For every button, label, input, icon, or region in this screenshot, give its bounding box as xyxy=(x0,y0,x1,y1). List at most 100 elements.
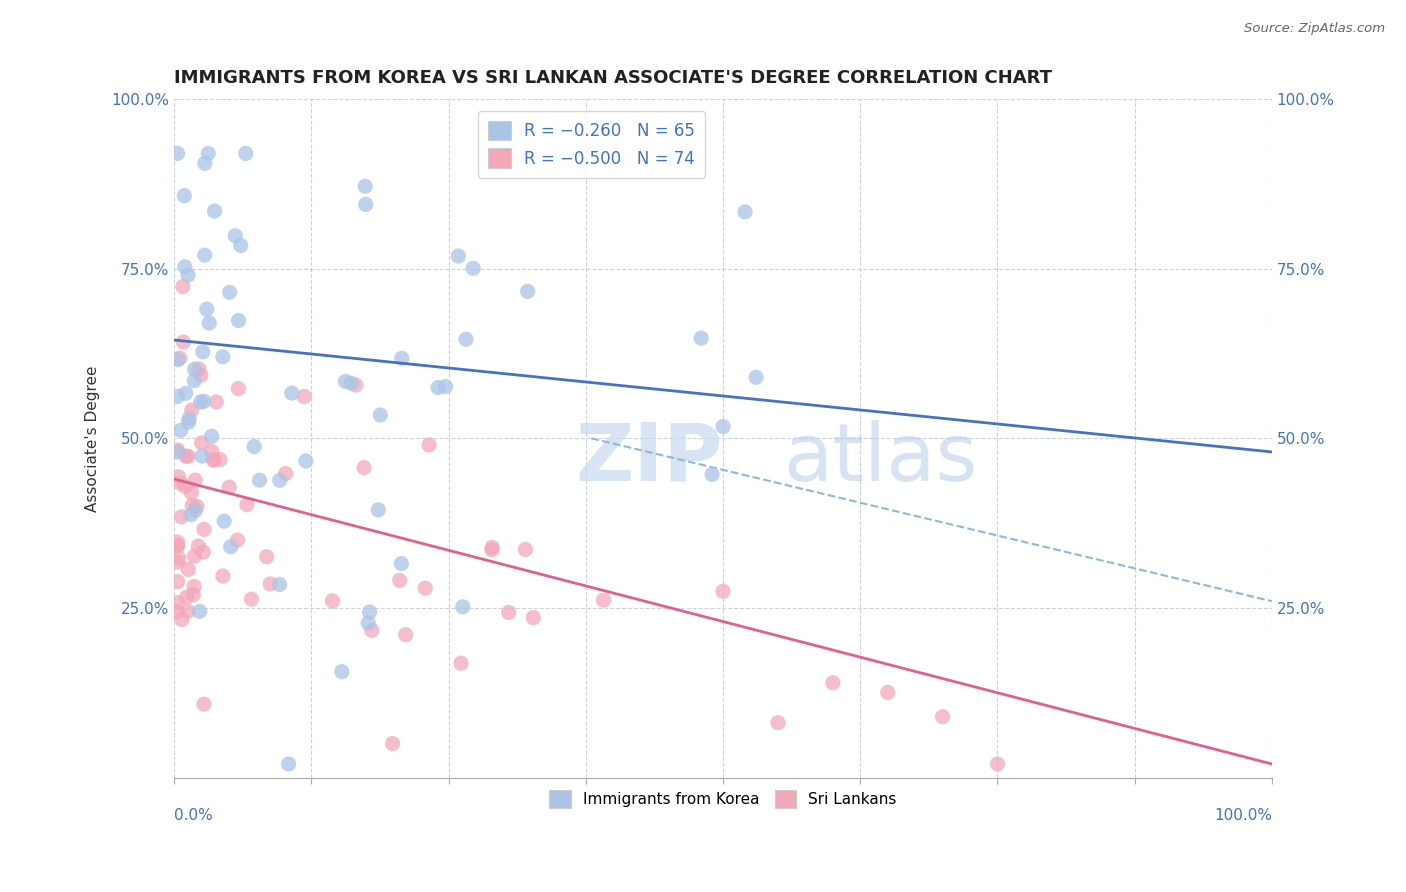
Point xyxy=(340,376,363,391)
Point xyxy=(167,551,190,566)
Point xyxy=(236,498,259,512)
Point xyxy=(166,445,188,459)
Point xyxy=(427,380,450,394)
Point xyxy=(183,374,205,388)
Point xyxy=(226,533,249,547)
Text: atlas: atlas xyxy=(783,420,977,498)
Point xyxy=(166,146,188,161)
Point xyxy=(229,238,252,252)
Point xyxy=(389,557,412,571)
Point xyxy=(450,656,472,670)
Point xyxy=(354,197,377,211)
Point xyxy=(434,379,457,393)
Point xyxy=(986,757,1008,772)
Point xyxy=(180,403,202,417)
Point xyxy=(172,334,194,349)
Point xyxy=(166,539,188,553)
Point xyxy=(700,467,723,482)
Point xyxy=(335,375,357,389)
Point xyxy=(184,503,207,517)
Point xyxy=(204,204,226,219)
Point xyxy=(181,499,204,513)
Text: 100.0%: 100.0% xyxy=(1213,808,1272,823)
Point xyxy=(240,592,263,607)
Point xyxy=(734,205,756,219)
Point xyxy=(876,685,898,699)
Point xyxy=(711,584,734,599)
Point xyxy=(413,581,436,595)
Point xyxy=(218,285,240,300)
Point xyxy=(190,435,212,450)
Point xyxy=(515,542,537,557)
Point xyxy=(187,539,209,553)
Point xyxy=(179,411,201,425)
Point xyxy=(183,580,205,594)
Point xyxy=(269,577,291,591)
Point xyxy=(354,179,377,194)
Point xyxy=(269,473,291,487)
Point xyxy=(186,500,208,514)
Point xyxy=(183,362,205,376)
Point xyxy=(170,612,193,626)
Point xyxy=(172,279,194,293)
Text: ZIP: ZIP xyxy=(575,420,723,498)
Y-axis label: Associate's Degree: Associate's Degree xyxy=(86,365,100,512)
Point xyxy=(330,665,353,679)
Point xyxy=(359,605,381,619)
Point xyxy=(205,395,228,409)
Point xyxy=(177,268,200,282)
Point xyxy=(224,228,246,243)
Point xyxy=(174,386,197,401)
Point xyxy=(295,454,318,468)
Point xyxy=(201,444,224,458)
Point xyxy=(167,470,190,484)
Point xyxy=(170,509,193,524)
Point xyxy=(166,605,188,619)
Point xyxy=(208,452,231,467)
Point xyxy=(522,610,544,624)
Point xyxy=(711,419,734,434)
Point xyxy=(180,508,202,522)
Point xyxy=(388,574,411,588)
Point xyxy=(463,261,485,276)
Point xyxy=(690,331,713,345)
Point xyxy=(292,389,315,403)
Point xyxy=(169,351,191,365)
Point xyxy=(219,540,242,554)
Point xyxy=(193,394,215,409)
Point xyxy=(277,757,299,772)
Point xyxy=(197,146,219,161)
Point xyxy=(177,604,200,618)
Point xyxy=(194,248,217,262)
Point xyxy=(353,460,375,475)
Point xyxy=(367,503,389,517)
Point xyxy=(344,378,367,392)
Point xyxy=(166,539,188,553)
Point xyxy=(766,715,789,730)
Point xyxy=(202,453,225,467)
Point xyxy=(169,476,191,491)
Point xyxy=(211,350,233,364)
Point xyxy=(516,285,538,299)
Text: 0.0%: 0.0% xyxy=(174,808,214,823)
Point xyxy=(190,395,212,409)
Point xyxy=(166,442,188,457)
Point xyxy=(454,332,477,346)
Point xyxy=(190,368,212,383)
Point xyxy=(193,522,215,536)
Point xyxy=(451,599,474,614)
Point xyxy=(176,590,198,604)
Point xyxy=(177,562,200,576)
Point xyxy=(193,545,215,559)
Point xyxy=(187,362,209,376)
Point xyxy=(188,604,211,618)
Point xyxy=(212,569,235,583)
Point xyxy=(391,351,413,366)
Point xyxy=(228,313,250,327)
Point xyxy=(218,480,240,494)
Point xyxy=(931,710,953,724)
Point xyxy=(166,352,188,367)
Point xyxy=(166,574,188,589)
Point xyxy=(177,415,200,429)
Point xyxy=(745,370,768,384)
